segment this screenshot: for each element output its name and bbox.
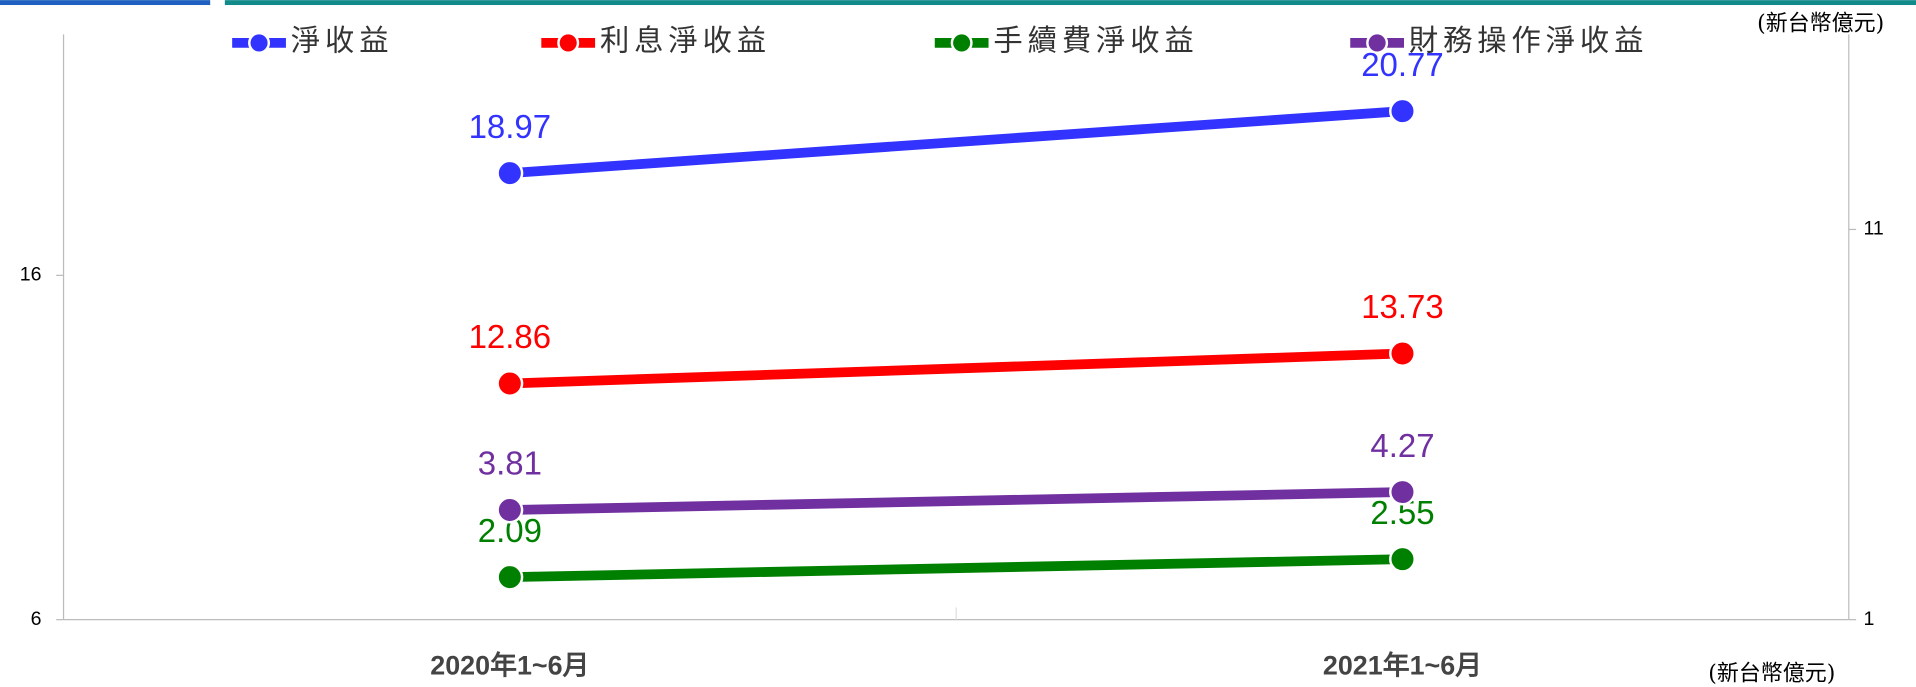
- point: [496, 370, 524, 397]
- legend-swatch: [1366, 31, 1389, 54]
- unit-label: (新台幣億元): [1708, 662, 1835, 687]
- point: [496, 159, 524, 187]
- point: [1389, 545, 1416, 573]
- data-label: 20.77: [1361, 46, 1444, 83]
- legend-swatch: [248, 31, 271, 54]
- point: [1389, 478, 1416, 506]
- point: [1389, 97, 1416, 125]
- data-label: 3.81: [478, 445, 542, 482]
- legend-label: 財務操作淨收益: [1409, 25, 1648, 58]
- legend-swatch: [950, 31, 973, 54]
- series-line: [509, 106, 1403, 178]
- x-tick-label: 2020年1~6月: [430, 649, 589, 680]
- series-line: [509, 348, 1403, 389]
- legend-label: 淨收益: [291, 25, 394, 58]
- point: [496, 496, 524, 524]
- data-label: 4.27: [1370, 427, 1434, 464]
- unit-label: (新台幣億元): [1757, 12, 1884, 37]
- header-bar: [0, 0, 211, 6]
- data-label: 12.86: [469, 318, 552, 355]
- legend-swatch: [557, 31, 580, 54]
- series-line: [509, 554, 1403, 583]
- header-bar: [224, 0, 1916, 6]
- legend-label: 利息淨收益: [600, 25, 771, 58]
- y2-tick-label: 1: [1863, 608, 1874, 630]
- y2-tick-label: 11: [1863, 218, 1883, 240]
- x-tick-label: 2021年1~6月: [1323, 649, 1482, 680]
- y-tick-label: 16: [20, 264, 42, 286]
- data-label: 18.97: [469, 108, 552, 145]
- legend-label: 手續費淨收益: [993, 25, 1198, 58]
- point: [496, 563, 524, 591]
- point: [1389, 340, 1416, 367]
- data-label: 13.73: [1361, 288, 1444, 325]
- series-line: [509, 487, 1403, 515]
- y-tick-label: 6: [31, 608, 42, 630]
